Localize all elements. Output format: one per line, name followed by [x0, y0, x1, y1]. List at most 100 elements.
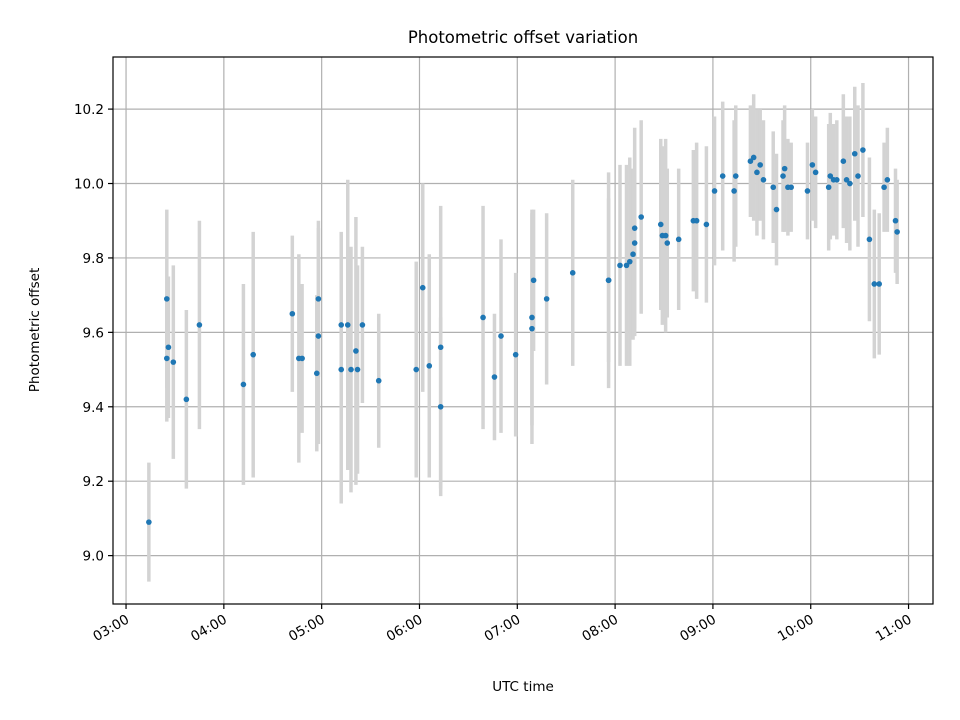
data-point	[884, 176, 891, 183]
x-tick-label: 07:00	[482, 612, 524, 645]
data-point	[529, 314, 535, 321]
data-point	[623, 262, 630, 269]
data-point	[617, 262, 623, 269]
data-point	[719, 173, 726, 179]
data-point	[760, 176, 767, 183]
data-point	[543, 296, 550, 302]
chart-title: Photometric offset variation	[408, 28, 638, 47]
x-tick-label: 05:00	[286, 612, 328, 645]
data-point	[163, 355, 170, 362]
data-point	[834, 176, 840, 183]
x-tick-label: 09:00	[677, 612, 719, 645]
y-tick-label: 9.0	[83, 549, 104, 565]
data-point	[183, 396, 190, 403]
data-point	[843, 176, 850, 183]
data-point	[375, 377, 382, 384]
grid-lines	[113, 57, 933, 604]
data-point	[315, 333, 322, 339]
data-point	[569, 270, 576, 276]
data-point	[855, 173, 861, 179]
data-point	[605, 277, 612, 284]
data-point	[498, 333, 504, 339]
y-tick-label: 9.4	[83, 400, 104, 416]
data-point	[480, 314, 486, 321]
plot-frame	[112, 56, 934, 605]
data-point	[354, 366, 361, 373]
data-point	[419, 284, 426, 291]
data-point	[866, 236, 873, 243]
data-point	[163, 296, 170, 302]
data-point	[860, 147, 866, 153]
data-point	[299, 355, 305, 362]
data-point	[703, 221, 710, 228]
x-tick-label: 08:00	[579, 612, 621, 645]
x-tick-label: 06:00	[384, 612, 426, 645]
data-point	[757, 162, 763, 168]
data-point	[747, 158, 754, 164]
data-point	[711, 188, 718, 194]
data-point	[894, 229, 900, 235]
data-point	[530, 277, 537, 284]
data-point	[773, 206, 780, 213]
data-point	[631, 225, 638, 231]
data-point	[348, 366, 354, 373]
data-point	[170, 359, 177, 365]
data-point	[825, 184, 832, 191]
data-point	[250, 351, 256, 358]
data-point	[196, 322, 203, 328]
data-point	[840, 158, 847, 164]
x-axis-label: UTC time	[492, 679, 554, 695]
data-point	[809, 162, 816, 168]
data-point	[871, 281, 878, 287]
data-point	[675, 236, 682, 243]
data-point	[781, 165, 788, 172]
data-point	[240, 381, 247, 388]
data-point	[780, 173, 786, 179]
data-point	[876, 281, 883, 287]
data-point	[804, 188, 811, 194]
data-point	[851, 150, 858, 157]
data-point	[413, 366, 420, 373]
data-point	[289, 310, 296, 317]
data-point	[827, 173, 834, 179]
data-point	[338, 322, 345, 328]
y-axis-label: Photometric offset	[27, 268, 43, 392]
data-point	[353, 348, 359, 354]
data-point	[631, 240, 638, 246]
x-tick-label: 10:00	[775, 612, 817, 645]
data-point	[770, 184, 777, 191]
data-point	[315, 296, 322, 302]
data-point	[754, 169, 760, 176]
data-point	[732, 173, 739, 179]
data-point	[338, 366, 345, 373]
data-point	[313, 370, 320, 377]
y-tick-label: 9.8	[83, 251, 104, 267]
data-point	[437, 344, 444, 351]
y-tick-label: 10.0	[74, 177, 104, 193]
data-point	[491, 374, 498, 380]
data-point	[788, 184, 794, 191]
data-point	[693, 217, 700, 224]
data-point	[344, 322, 351, 328]
data-point	[892, 217, 899, 224]
data-point	[359, 322, 366, 328]
data-point	[847, 180, 853, 187]
data-point	[626, 258, 633, 265]
y-tick-label: 9.6	[83, 325, 104, 341]
data-points	[146, 147, 900, 525]
data-point	[657, 221, 664, 228]
data-point	[165, 344, 172, 351]
data-point	[812, 169, 819, 176]
data-point	[750, 154, 757, 161]
data-point	[662, 232, 669, 239]
y-tick-label: 9.2	[83, 474, 104, 490]
y-tick-label: 10.2	[74, 102, 104, 118]
x-tick-label: 11:00	[873, 612, 915, 645]
data-point	[437, 403, 444, 410]
data-point	[664, 240, 671, 246]
data-point	[529, 325, 535, 332]
data-point	[146, 519, 152, 525]
data-point	[630, 251, 636, 258]
data-point	[426, 363, 433, 369]
